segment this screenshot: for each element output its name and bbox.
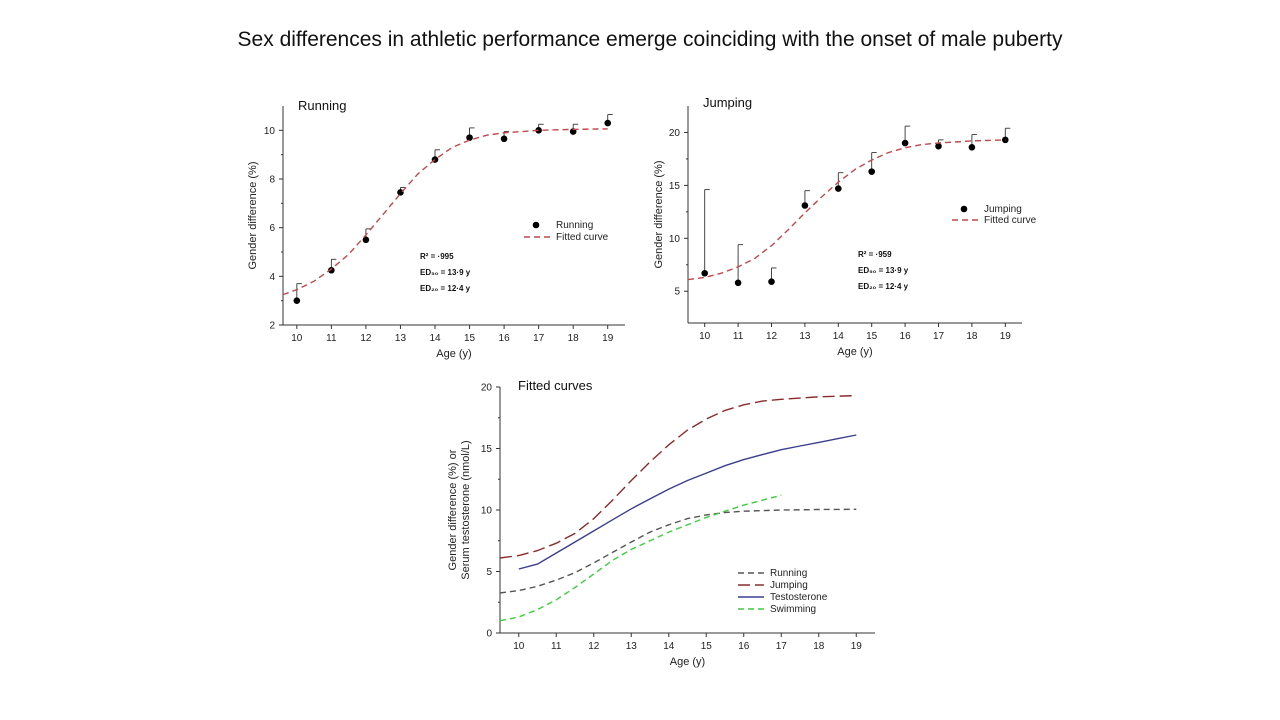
y-tick-label: 20 [481, 383, 493, 394]
panel-title: Fitted curves [518, 378, 593, 393]
x-tick-label: 13 [799, 331, 811, 342]
legend-label: Swimming [770, 604, 816, 615]
legend-marker [960, 205, 968, 213]
series-line-testosterone [518, 434, 857, 570]
x-tick-label: 18 [813, 641, 825, 652]
y-tick-label: 10 [669, 234, 681, 245]
y-tick-label: 10 [481, 506, 493, 517]
data-point [604, 119, 612, 127]
series-line-running [499, 508, 857, 594]
y-tick-label: 6 [269, 223, 275, 234]
x-tick-label: 19 [1000, 331, 1012, 342]
x-tick-label: 10 [699, 331, 711, 342]
stat-annotation: ED₅₀ = 13·9 y [420, 268, 471, 277]
stat-annotation: ED₅₀ = 13·9 y [858, 266, 909, 275]
data-point [968, 143, 976, 151]
legend-label: Running [556, 220, 593, 231]
legend-label: Jumping [770, 580, 808, 591]
x-tick-label: 14 [663, 641, 675, 652]
x-tick-label: 11 [326, 333, 337, 344]
data-point [293, 297, 301, 304]
data-point [535, 127, 542, 134]
stat-annotation: R² = ·995 [420, 252, 454, 261]
page-title: Sex differences in athletic performance … [237, 28, 1063, 51]
x-axis-label: Age (y) [837, 346, 872, 358]
y-axis-label: Serum testosterone (nmol/L) [460, 440, 472, 579]
legend-label: Running [770, 568, 807, 579]
data-point [362, 236, 370, 244]
y-tick-label: 20 [669, 128, 681, 139]
x-tick-label: 17 [533, 333, 545, 344]
stat-annotation: R² = ·959 [858, 250, 892, 259]
chart-panel-0: 10 11 12 13 14 15 16 17 18 19 2 4 6 8 10 Running Age (y)… [247, 98, 625, 360]
data-point [701, 269, 708, 277]
data-point [1002, 136, 1009, 144]
legend-label: Jumping [984, 204, 1022, 215]
data-point [801, 202, 809, 209]
y-tick-label: 0 [486, 629, 492, 640]
y-axis-label: Gender difference (%) [653, 160, 665, 268]
y-tick-label: 5 [674, 287, 680, 298]
x-tick-label: 10 [291, 333, 303, 344]
data-point [734, 279, 742, 287]
chart-panel-2: 10 11 12 13 14 15 16 17 18 19 0 5 10 15 20 Fitted curve… [447, 378, 875, 668]
data-point [868, 168, 875, 175]
series-line-fitted-curve [282, 128, 608, 296]
data-point [768, 278, 775, 286]
data-point [500, 135, 508, 143]
x-tick-label: 15 [464, 333, 476, 344]
y-tick-label: 10 [264, 126, 276, 137]
x-tick-label: 15 [866, 331, 878, 342]
panel-title: Running [298, 98, 346, 113]
chart-panel-1: 10 11 12 13 14 15 16 17 18 19 5 10 15 20 Jumping Age (y… [653, 95, 1037, 358]
x-tick-label: 16 [738, 641, 750, 652]
data-point [466, 134, 473, 141]
stat-annotation: ED₂₀ = 12·4 y [858, 282, 909, 291]
x-axis-label: Age (y) [670, 656, 705, 668]
x-axis-label: Age (y) [436, 348, 471, 360]
x-tick-label: 18 [966, 331, 978, 342]
x-tick-label: 11 [733, 331, 744, 342]
x-tick-label: 14 [833, 331, 845, 342]
x-tick-label: 14 [429, 333, 441, 344]
x-tick-label: 13 [626, 641, 638, 652]
x-tick-label: 11 [551, 641, 562, 652]
data-point [328, 266, 335, 274]
y-tick-label: 2 [269, 321, 275, 332]
legend-label: Fitted curve [984, 215, 1037, 226]
x-tick-label: 12 [588, 641, 600, 652]
x-tick-label: 19 [602, 333, 614, 344]
y-tick-label: 8 [269, 175, 275, 186]
legend-label: Fitted curve [556, 232, 609, 243]
series-line-swimming [499, 494, 782, 622]
x-tick-label: 16 [499, 333, 511, 344]
x-tick-label: 13 [395, 333, 407, 344]
panel-title: Jumping [703, 95, 752, 110]
x-tick-label: 12 [360, 333, 372, 344]
y-axis-label: Gender difference (%) or [447, 449, 459, 570]
x-tick-label: 16 [900, 331, 912, 342]
y-tick-label: 15 [669, 181, 681, 192]
data-point [901, 139, 909, 147]
x-tick-label: 15 [701, 641, 713, 652]
y-tick-label: 15 [481, 444, 493, 455]
x-tick-label: 12 [766, 331, 778, 342]
x-tick-label: 10 [513, 641, 525, 652]
legend-marker [532, 221, 540, 229]
y-axis-label: Gender difference (%) [247, 161, 259, 269]
data-point [835, 185, 842, 192]
y-tick-label: 4 [269, 272, 275, 283]
x-tick-label: 17 [776, 641, 788, 652]
y-tick-label: 5 [486, 567, 492, 578]
x-tick-label: 18 [568, 333, 580, 344]
data-point [935, 142, 942, 150]
x-tick-label: 17 [933, 331, 945, 342]
series-line-fitted-curve [687, 139, 1006, 281]
series-line-jumping [499, 394, 857, 559]
stat-annotation: ED₂₀ = 12·4 y [420, 284, 471, 293]
x-tick-label: 19 [851, 641, 863, 652]
legend-label: Testosterone [770, 592, 828, 603]
